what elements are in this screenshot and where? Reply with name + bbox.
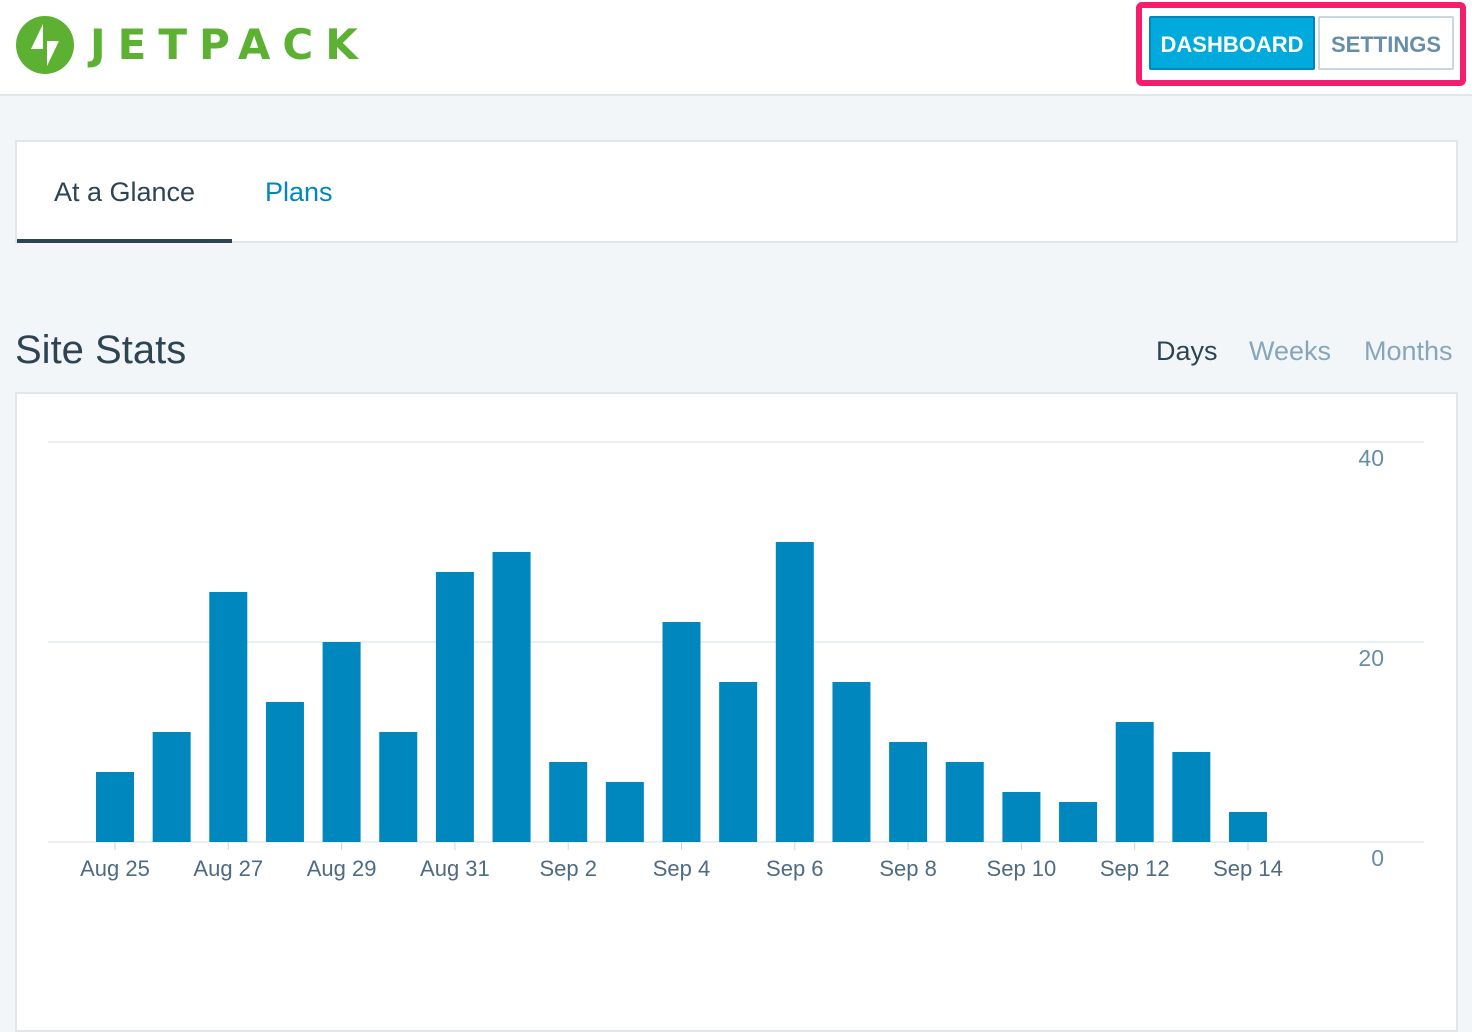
stats-bar[interactable] bbox=[435, 572, 474, 842]
stats-bar[interactable] bbox=[152, 732, 191, 842]
stats-bar[interactable] bbox=[832, 682, 871, 842]
period-months[interactable]: Months bbox=[1364, 336, 1453, 366]
stats-bar[interactable] bbox=[1172, 752, 1211, 842]
stats-bar[interactable] bbox=[1229, 812, 1267, 842]
stats-bar[interactable] bbox=[322, 642, 361, 842]
jetpack-logo-icon bbox=[16, 16, 74, 74]
masthead: JETPACK DASHBOARD SETTINGS bbox=[0, 0, 1472, 96]
active-tab-indicator bbox=[17, 239, 232, 243]
settings-button[interactable]: SETTINGS bbox=[1318, 16, 1454, 70]
brand-wordmark: JETPACK bbox=[90, 20, 370, 69]
stats-bar[interactable] bbox=[605, 782, 644, 842]
stats-bar[interactable] bbox=[889, 742, 928, 842]
nav-highlight-box bbox=[1136, 2, 1466, 86]
stats-bar[interactable] bbox=[1115, 722, 1154, 842]
stats-bar[interactable] bbox=[549, 762, 588, 842]
period-weeks[interactable]: Weeks bbox=[1249, 336, 1332, 366]
stats-bar[interactable] bbox=[945, 762, 984, 842]
dashboard-button[interactable]: DASHBOARD bbox=[1149, 16, 1315, 70]
stats-bar[interactable] bbox=[1002, 792, 1041, 842]
period-days[interactable]: Days bbox=[1156, 336, 1218, 366]
stats-bar[interactable] bbox=[265, 702, 304, 842]
stats-bar[interactable] bbox=[379, 732, 418, 842]
stats-bar[interactable] bbox=[492, 552, 531, 842]
tab-plans[interactable]: Plans bbox=[265, 177, 333, 207]
stats-bar[interactable] bbox=[209, 592, 248, 842]
stats-bar[interactable] bbox=[1059, 802, 1098, 842]
stats-bar[interactable] bbox=[775, 542, 814, 842]
section-nav: At a Glance Plans bbox=[15, 140, 1458, 243]
tab-at-a-glance[interactable]: At a Glance bbox=[53, 177, 196, 207]
stats-bar[interactable] bbox=[662, 622, 701, 842]
stats-bar[interactable] bbox=[719, 682, 758, 842]
stats-bar[interactable] bbox=[96, 772, 134, 842]
site-stats-title: Site Stats bbox=[15, 328, 187, 372]
